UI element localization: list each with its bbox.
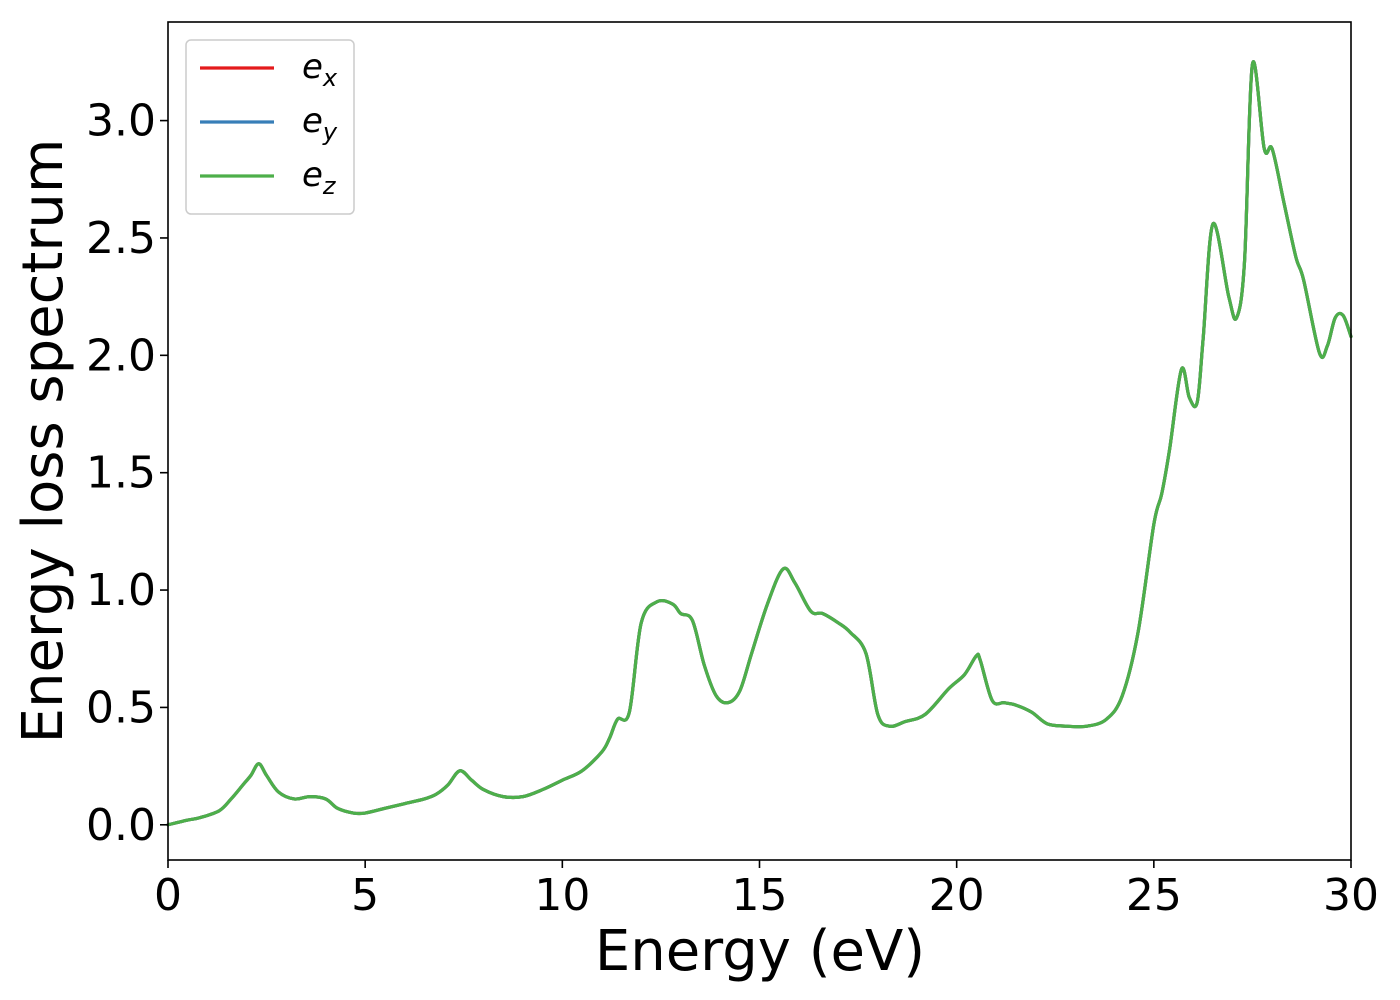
x-tick-label: 30 [1323, 870, 1379, 921]
x-axis-ticks: 0 5 10 15 20 25 30 [154, 860, 1379, 921]
y-tick-label: 0.5 [86, 682, 156, 733]
y-tick-label: 2.0 [86, 330, 156, 381]
series-layer [166, 60, 1353, 827]
y-tick-label: 1.0 [86, 565, 156, 616]
x-tick-label: 15 [732, 870, 788, 921]
legend: ex ey ez [185, 39, 355, 215]
x-tick-label: 25 [1126, 870, 1182, 921]
y-axis-label: Energy loss spectrum [11, 139, 76, 744]
x-tick-label: 20 [929, 870, 985, 921]
y-tick-label: 1.5 [86, 448, 156, 499]
y-tick-label: 2.5 [86, 213, 156, 264]
y-tick-label: 3.0 [86, 96, 156, 147]
x-axis-label: Energy (eV) [595, 919, 925, 984]
series-line-e-z [166, 60, 1353, 827]
x-tick-label: 10 [534, 870, 590, 921]
legend-label-ez: ez [302, 155, 337, 200]
y-axis-ticks: 0.0 0.5 1.0 1.5 2.0 2.5 3.0 [86, 96, 168, 851]
legend-label-ex: ex [302, 47, 338, 92]
y-tick-label: 0.0 [86, 800, 156, 851]
legend-box [185, 39, 355, 215]
x-tick-label: 0 [154, 870, 182, 921]
legend-label-ey: ey [302, 101, 338, 146]
x-tick-label: 5 [351, 870, 379, 921]
